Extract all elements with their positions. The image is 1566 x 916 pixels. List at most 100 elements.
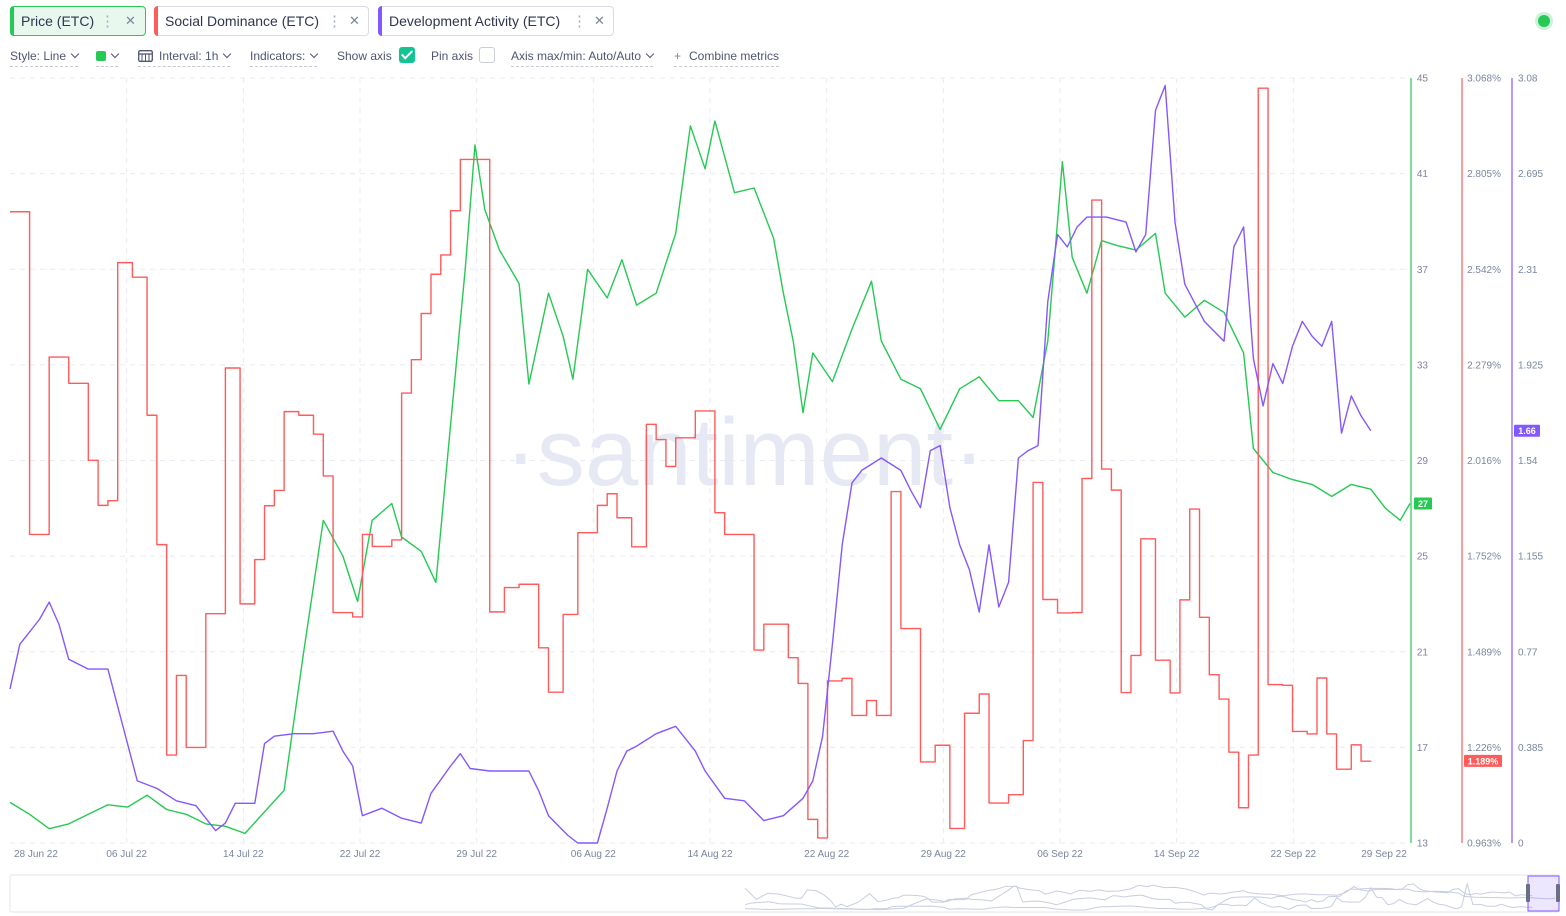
pin-axis-toggle[interactable]: Pin axis xyxy=(431,49,473,66)
show-axis-checkbox[interactable] xyxy=(399,47,415,63)
show-axis-toggle[interactable]: Show axis xyxy=(337,49,392,66)
calendar-icon xyxy=(138,50,153,62)
price-line xyxy=(9,120,1411,835)
price-last-value-label: 27 xyxy=(1418,499,1428,509)
social_dominance-tick-label: 3.068% xyxy=(1467,74,1501,85)
more-options-icon[interactable]: ⋮ xyxy=(572,13,587,30)
more-options-icon[interactable]: ⋮ xyxy=(327,13,342,30)
combine-metrics-label: Combine metrics xyxy=(689,49,780,63)
x-tick-label: 06 Aug 22 xyxy=(571,849,616,860)
social_dominance-line xyxy=(10,87,1372,839)
price-tick-label: 13 xyxy=(1417,839,1429,850)
social_dominance-tick-label: 1.226% xyxy=(1467,743,1501,754)
axis-minmax-dropdown[interactable]: Axis max/min: Auto/Auto xyxy=(511,49,655,67)
social_dominance-last-value-badge xyxy=(1464,754,1502,767)
metric-tab-label: Development Activity (ETC) xyxy=(389,13,561,29)
chart-grid xyxy=(10,77,1410,844)
dev_activity-tick-label: 2.695 xyxy=(1518,169,1543,180)
pin-axis-label: Pin axis xyxy=(431,49,474,63)
range-handle-right xyxy=(1556,884,1560,902)
range-navigator-dev_activity-line xyxy=(744,883,1533,911)
interval-label: Interval: 1h xyxy=(159,49,219,63)
social_dominance-tick-label: 2.016% xyxy=(1467,456,1501,467)
interval-dropdown[interactable]: Interval: 1h xyxy=(138,49,232,67)
x-tick-label: 22 Jul 22 xyxy=(340,849,381,860)
color-picker[interactable] xyxy=(96,49,120,67)
x-tick-label: 06 Sep 22 xyxy=(1037,849,1083,860)
style-dropdown[interactable]: Style: Line xyxy=(10,49,80,67)
price-tick-label: 37 xyxy=(1417,265,1429,276)
price-tick-label: 33 xyxy=(1417,360,1429,371)
dev_activity-tick-label: 0.385 xyxy=(1518,743,1543,754)
combine-metrics-button[interactable]: + Combine metrics xyxy=(674,49,780,67)
social_dominance-tick-label: 2.542% xyxy=(1467,265,1501,276)
close-icon[interactable]: ✕ xyxy=(594,13,605,28)
metric-tab-label: Social Dominance (ETC) xyxy=(165,13,320,29)
range-navigator-price-line xyxy=(744,884,1556,911)
x-tick-label: 29 Aug 22 xyxy=(921,849,966,860)
indicators-dropdown[interactable]: Indicators: xyxy=(250,49,319,67)
dev_activity-tick-label: 1.155 xyxy=(1518,552,1543,563)
style-label: Style: Line xyxy=(10,49,67,63)
dev_activity-last-value-label: 1.66 xyxy=(1518,426,1536,436)
social_dominance-tick-label: 1.752% xyxy=(1467,552,1501,563)
price-tick-label: 45 xyxy=(1417,74,1429,85)
axis-minmax-label: Axis max/min: Auto/Auto xyxy=(511,49,642,63)
santiment-watermark: ·santiment· xyxy=(505,399,985,506)
social_dominance-tick-label: 1.489% xyxy=(1467,647,1501,658)
show-axis-label: Show axis xyxy=(337,49,392,63)
dev_activity-last-value-badge xyxy=(1514,424,1540,437)
price-tick-label: 25 xyxy=(1417,552,1429,563)
x-tick-label: 06 Jul 22 xyxy=(106,849,147,860)
price-tick-label: 41 xyxy=(1417,169,1429,180)
x-tick-label: 14 Jul 22 xyxy=(223,849,264,860)
x-tick-label: 28 Jun 22 xyxy=(14,849,58,860)
metric-color-bar xyxy=(378,6,382,36)
live-status-icon xyxy=(1538,15,1550,27)
chevron-down-icon xyxy=(223,49,232,59)
dev_activity-tick-label: 3.08 xyxy=(1518,74,1538,85)
indicators-label: Indicators: xyxy=(250,49,306,63)
x-tick-label: 22 Sep 22 xyxy=(1271,849,1317,860)
dev_activity-tick-label: 1.54 xyxy=(1518,456,1538,467)
dev_activity-tick-label: 0 xyxy=(1518,839,1524,850)
chevron-down-icon xyxy=(70,49,80,59)
pin-axis-checkbox[interactable] xyxy=(479,47,495,63)
range-navigator-frame xyxy=(9,874,1560,913)
x-tick-label: 14 Sep 22 xyxy=(1154,849,1200,860)
chevron-down-icon xyxy=(110,49,120,59)
price-tick-label: 29 xyxy=(1417,456,1429,467)
dev_activity-tick-label: 1.925 xyxy=(1518,360,1543,371)
price-tick-label: 17 xyxy=(1417,743,1429,754)
metric-color-bar xyxy=(154,6,158,36)
social_dominance-tick-label: 2.805% xyxy=(1467,169,1501,180)
dev_activity-tick-label: 2.31 xyxy=(1518,265,1538,276)
close-icon[interactable]: ✕ xyxy=(125,13,136,28)
metric-tab-label: Price (ETC) xyxy=(21,13,95,29)
color-swatch-icon xyxy=(96,51,106,61)
range-handle-left xyxy=(1526,884,1530,902)
metric-tab-social-dominance[interactable]: Social Dominance (ETC) ⋮ ✕ xyxy=(154,6,369,36)
chevron-down-icon xyxy=(310,49,319,59)
range-navigator[interactable] xyxy=(9,874,1560,913)
plus-icon: + xyxy=(674,49,682,63)
x-tick-label: 14 Aug 22 xyxy=(687,849,732,860)
chart-series xyxy=(9,84,1411,844)
price-last-value-badge xyxy=(1414,497,1432,510)
x-tick-label: 22 Aug 22 xyxy=(804,849,849,860)
close-icon[interactable]: ✕ xyxy=(349,13,360,28)
metric-color-bar xyxy=(10,6,14,36)
metric-tab-price[interactable]: Price (ETC) ⋮ ✕ xyxy=(10,6,146,36)
x-tick-label: 29 Jul 22 xyxy=(456,849,497,860)
x-tick-label: 29 Sep 22 xyxy=(1361,849,1407,860)
range-navigator-social_dominance-line xyxy=(744,882,1533,911)
chart-axes: 45 41 37 33 29 25 21 17 13 3.068% 2.805% 2.542% 2.27… xyxy=(1410,74,1543,850)
dev_activity-tick-label: 0.77 xyxy=(1518,647,1538,658)
x-axis: 28 Jun 22 06 Jul 22 14 Jul 22 22 Jul 22 29 J… xyxy=(14,849,1407,860)
more-options-icon[interactable]: ⋮ xyxy=(100,13,115,30)
social_dominance-last-value-label: 1.189% xyxy=(1468,756,1499,766)
dev_activity-line xyxy=(9,84,1372,844)
range-selection-window xyxy=(1527,875,1560,912)
metric-tab-development-activity[interactable]: Development Activity (ETC) ⋮ ✕ xyxy=(378,6,614,36)
